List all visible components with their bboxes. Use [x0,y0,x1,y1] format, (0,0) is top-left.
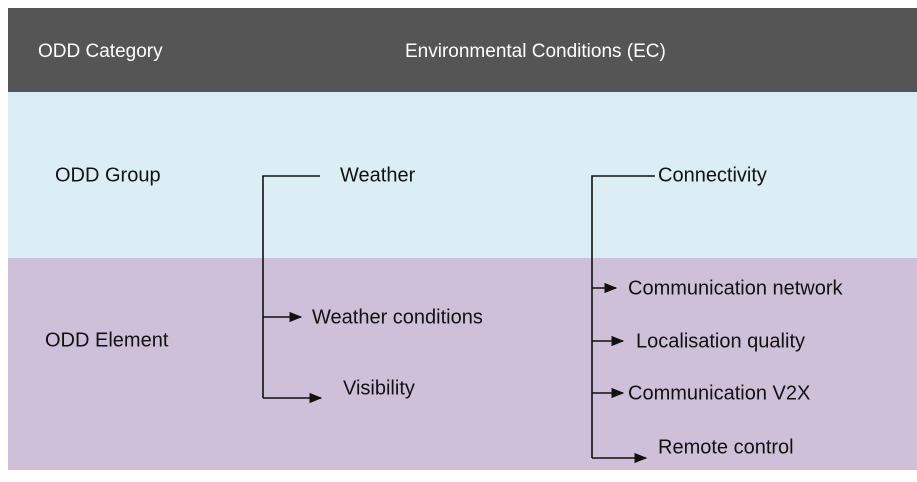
header-title: Environmental Conditions (EC) [405,41,666,62]
group-band [8,92,917,258]
element-name: Communication network [628,277,844,299]
element-label: ODD Element [45,329,169,351]
element-name: Visibility [343,377,415,399]
weather-bracket [262,175,323,404]
category-label: ODD Category [38,41,163,62]
group-label: ODD Group [55,164,161,186]
group-name: Connectivity [658,164,767,186]
connectivity-bracket [591,175,655,464]
element-band [8,258,917,470]
element-name: Localisation quality [636,330,805,352]
header-band [8,8,917,92]
group-name: Weather [340,164,416,186]
element-name: Weather conditions [312,306,483,328]
element-name: Communication V2X [628,382,810,404]
element-name: Remote control [658,436,794,458]
